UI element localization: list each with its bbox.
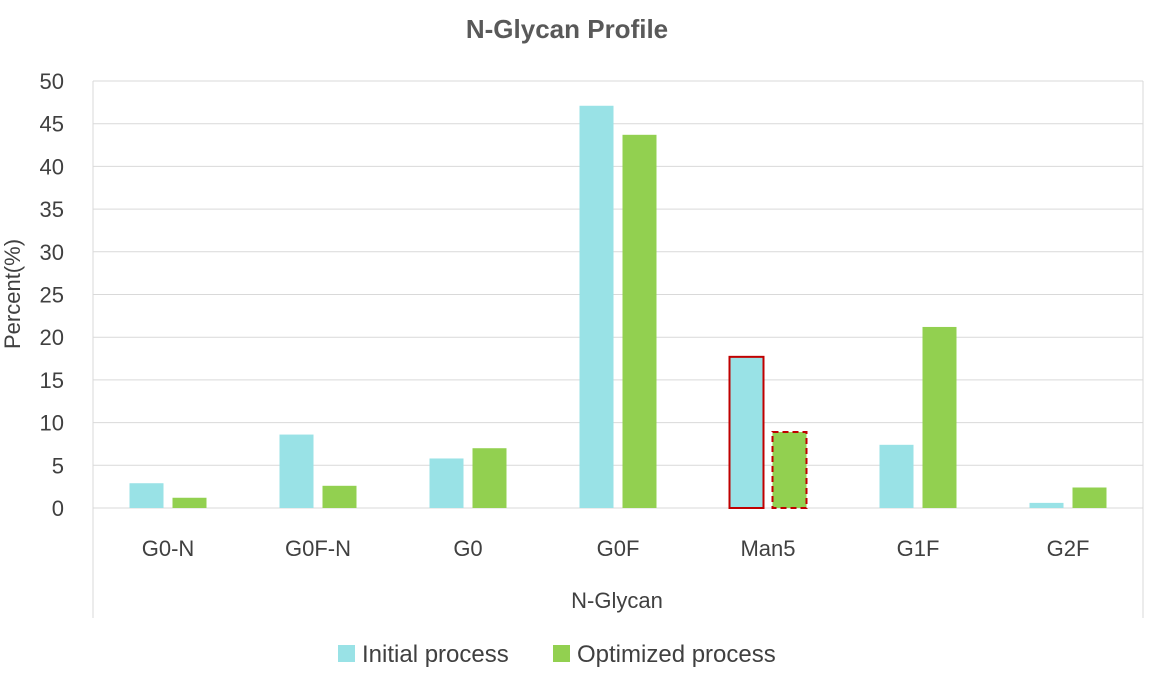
y-tick-5: 5 (52, 453, 64, 478)
x-tick-G0-N: G0-N (142, 536, 195, 561)
bar-G1F-initial (879, 444, 914, 508)
legend-swatch-initial (338, 645, 355, 662)
bar-G0-N-initial (129, 483, 164, 508)
bar-G2F-initial (1029, 502, 1064, 508)
y-axis-label: Percent(%) (0, 239, 25, 349)
x-tick-G0: G0 (453, 536, 482, 561)
bar-G0-N-optimized (172, 497, 207, 508)
y-tick-35: 35 (40, 197, 64, 222)
y-tick-45: 45 (40, 112, 64, 137)
bar-G0F-optimized (622, 134, 657, 508)
legend: Initial process Optimized process (338, 641, 776, 668)
y-tick-50: 50 (40, 69, 64, 94)
legend-label-optimized: Optimized process (577, 641, 776, 668)
legend-label-initial: Initial process (362, 641, 509, 668)
x-axis-ticks: G0-N G0F-N G0 G0F Man5 G1F G2F (142, 536, 1090, 561)
y-tick-25: 25 (40, 283, 64, 308)
bar-G0-optimized (472, 448, 507, 508)
y-tick-15: 15 (40, 368, 64, 393)
y-tick-30: 30 (40, 240, 64, 265)
plot-frame (92, 81, 1144, 618)
y-tick-20: 20 (40, 325, 64, 350)
y-axis-ticks: 0 5 10 15 20 25 30 35 40 45 50 (40, 69, 64, 521)
bar-G1F-optimized (922, 326, 957, 508)
bar-G0F-initial (579, 105, 614, 509)
x-tick-G2F: G2F (1047, 536, 1090, 561)
x-tick-G1F: G1F (897, 536, 940, 561)
bars (129, 105, 1107, 510)
legend-swatch-optimized (553, 645, 570, 662)
bar-G0F-N-optimized (322, 485, 357, 508)
y-tick-40: 40 (40, 154, 64, 179)
bar-G0F-N-initial (279, 434, 314, 508)
gridlines (93, 80, 1143, 509)
y-tick-0: 0 (52, 496, 64, 521)
x-tick-G0F: G0F (597, 536, 640, 561)
bar-G2F-optimized (1072, 487, 1107, 508)
bar-G0-initial (429, 458, 464, 508)
chart-title: N-Glycan Profile (466, 14, 668, 44)
x-tick-Man5: Man5 (740, 536, 795, 561)
bar-Man5-initial (728, 355, 765, 510)
bar-Man5-optimized (771, 430, 808, 509)
y-tick-10: 10 (40, 411, 64, 436)
x-tick-G0F-N: G0F-N (285, 536, 351, 561)
x-axis-label: N-Glycan (571, 588, 663, 613)
